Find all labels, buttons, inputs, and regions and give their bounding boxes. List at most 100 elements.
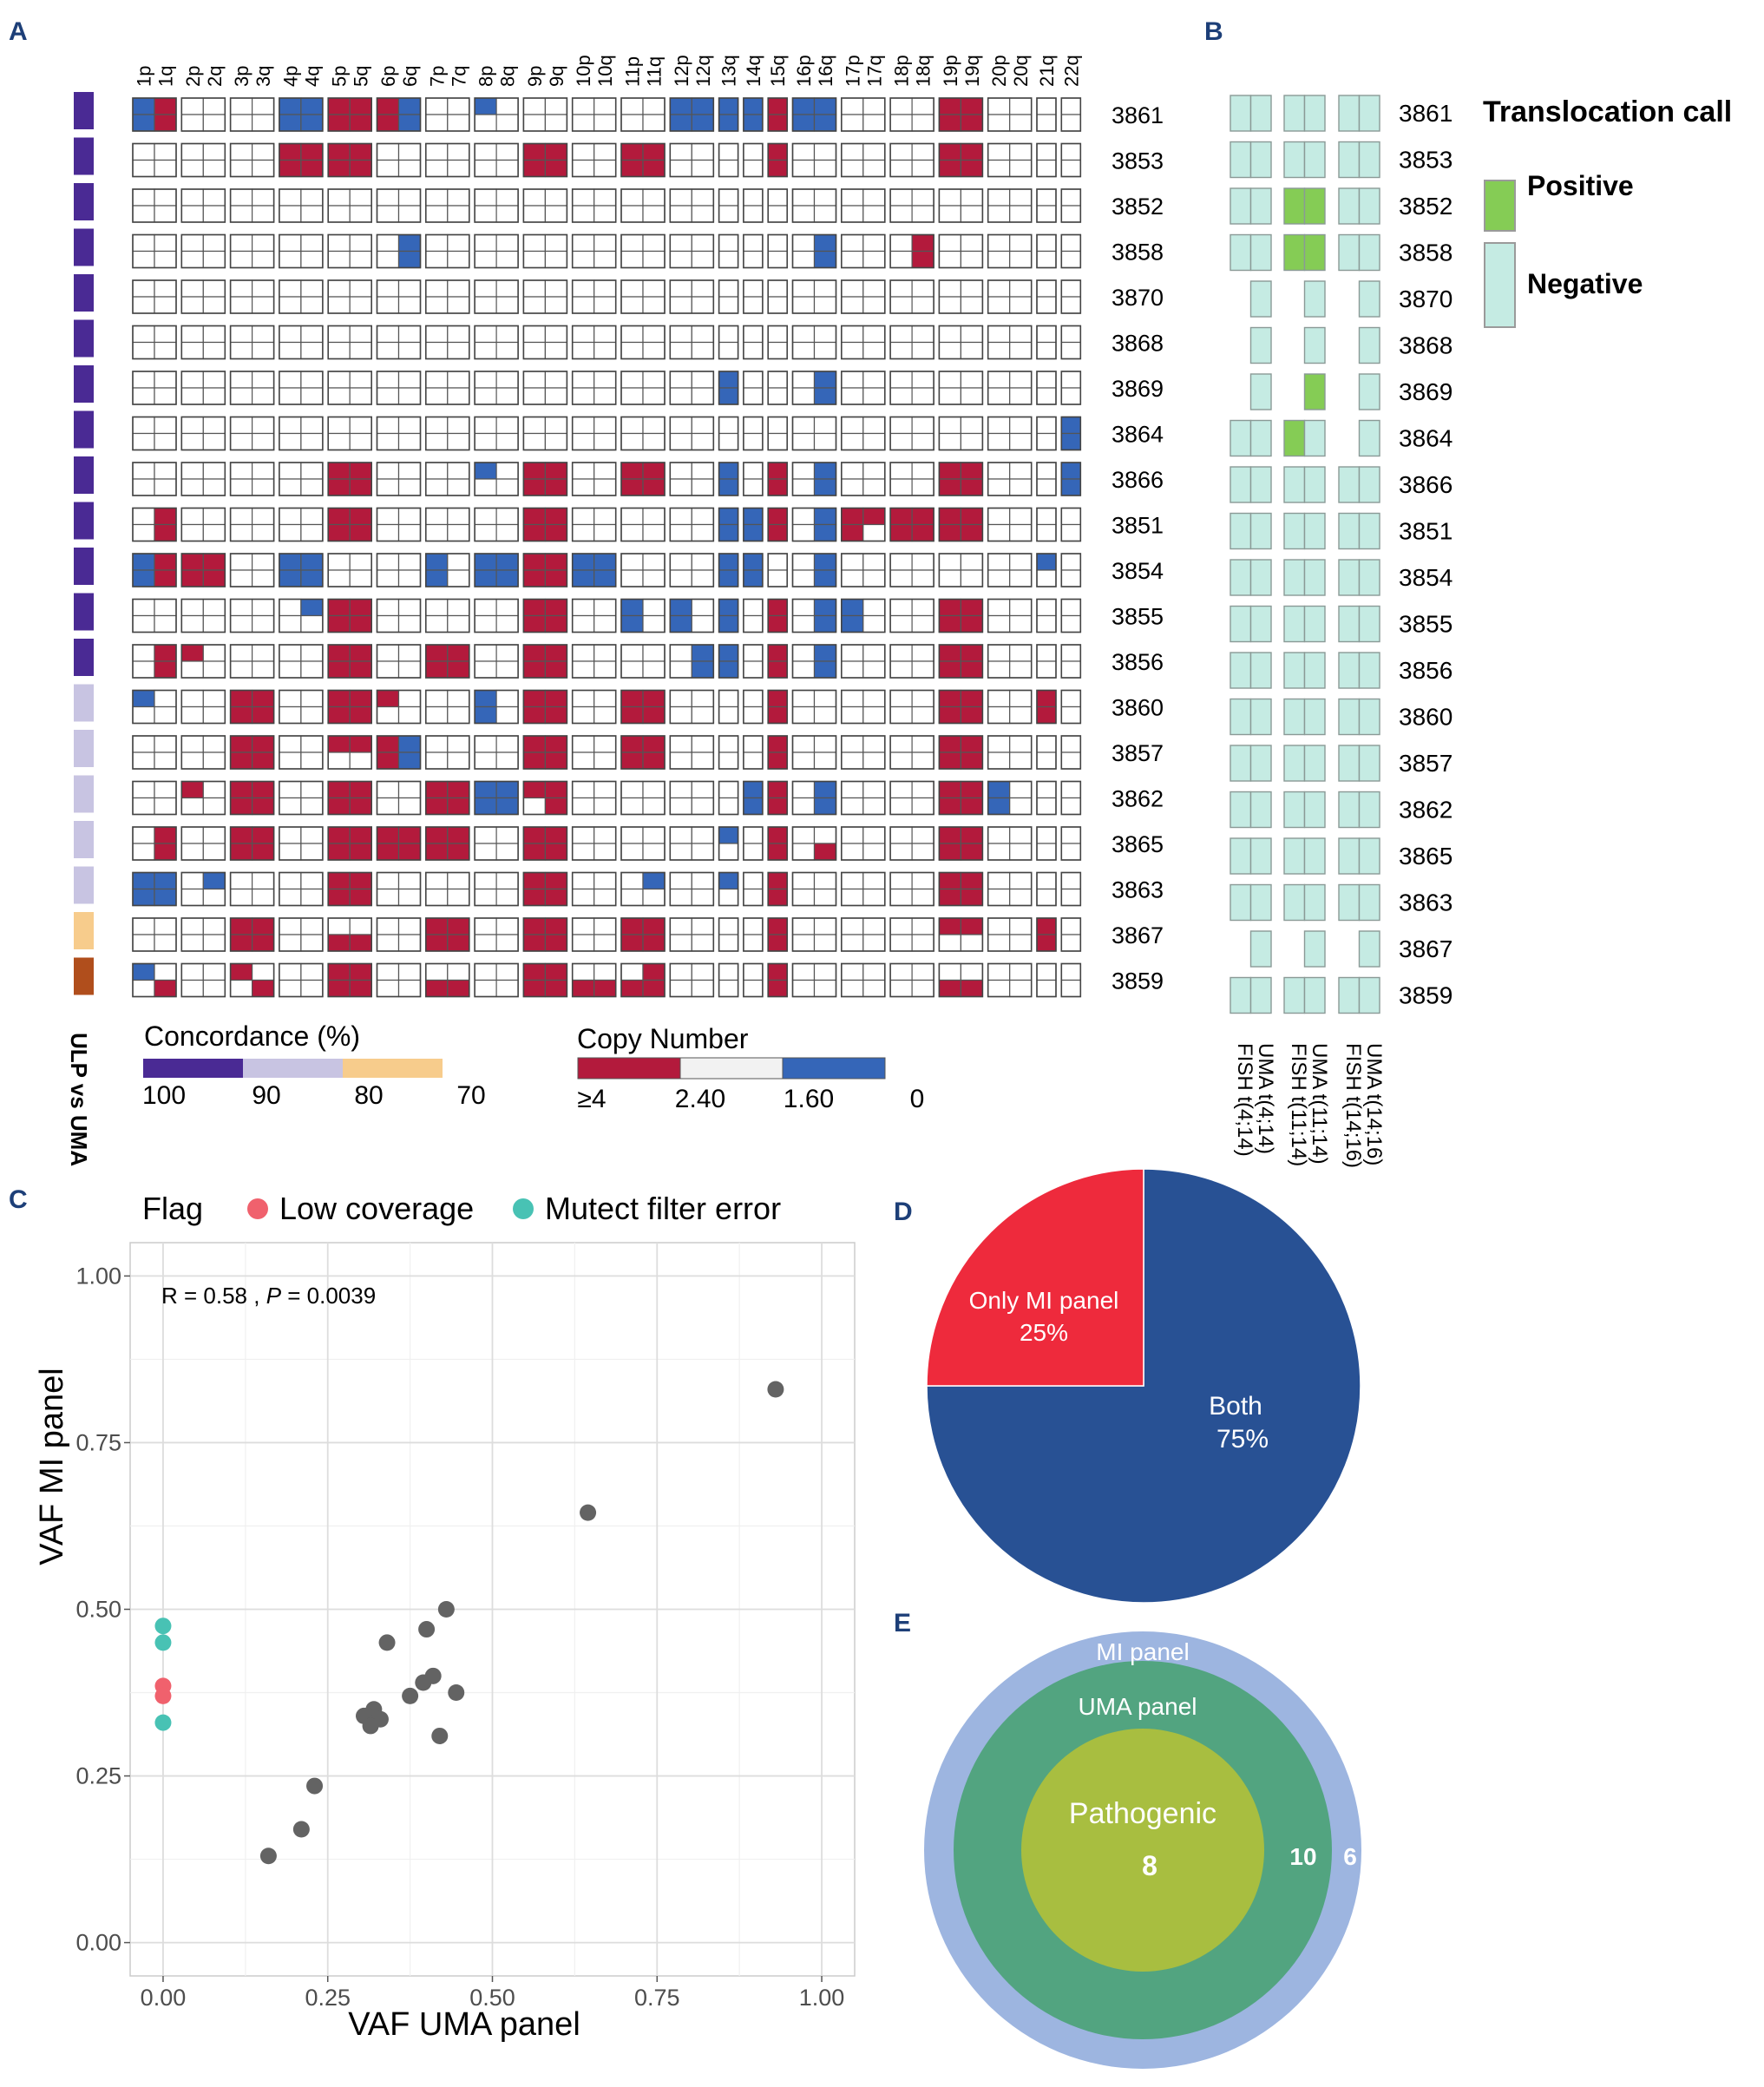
chromosome-box [327,97,373,132]
cn-cell-upper [349,507,372,526]
arm-label: 3p [231,66,252,87]
chromosome-box [791,553,837,587]
cn-cell-lower [593,205,617,223]
cn-cell-upper [376,325,400,344]
x-tick-label: 0.00 [141,1985,187,2011]
chromosome-box [376,371,422,405]
cn-cell-lower [889,888,913,907]
cn-cell-upper [425,462,449,480]
cn-cell-upper [327,962,351,981]
cn-cell-lower [1036,569,1057,587]
cn-cell-lower [1009,569,1033,587]
cn-cell-upper [767,553,788,571]
translocation-cell [1358,745,1380,782]
chromosome-box [424,689,470,725]
cn-cell-upper [791,871,816,890]
cn-cell-upper [572,962,595,981]
cn-cell-upper [544,142,568,161]
copy-number-tick: ≥4 [577,1085,606,1113]
cn-cell-upper [572,553,595,571]
cn-cell-lower [154,614,177,633]
concordance-legend-tick: 80 [354,1081,383,1110]
cn-cell-upper [327,325,351,344]
cn-cell-lower [642,888,666,907]
cn-cell-upper [349,871,372,890]
legend-label-mutect: Mutect filter error [545,1191,781,1226]
cn-cell-lower [642,523,666,542]
cn-cell-upper [474,871,497,890]
cn-cell-lower [642,205,666,223]
cn-cell-upper [202,507,226,526]
cn-cell-lower [862,205,886,223]
cn-cell-upper [447,371,470,389]
cn-cell-upper [987,416,1011,435]
cn-cell-upper [572,735,595,753]
pathogenic-circle [1021,1729,1264,1972]
legend-label-negative: Negative [1527,268,1643,299]
cn-cell-upper [522,188,547,207]
cn-cell-upper [397,780,422,799]
cn-cell-lower [938,387,962,405]
cn-cell-lower [718,478,739,496]
cn-cell-upper [132,416,155,435]
cn-cell-upper [791,371,816,389]
cn-cell-lower [397,478,422,496]
chromosome-box [743,735,764,770]
sample-label: 3851 [1112,513,1164,539]
cn-cell-lower [522,114,547,132]
cn-cell-lower [862,159,886,178]
cn-cell-upper [300,644,324,662]
cn-cell-upper [862,507,886,526]
cn-cell-lower [1060,751,1081,770]
cn-cell-upper [397,644,422,662]
chromosome-box [718,416,739,451]
cn-cell-lower [718,843,739,861]
cn-cell-upper [862,871,886,890]
cn-cell-lower [642,979,666,998]
cn-cell-lower [862,114,886,132]
legend-swatch-negative [1484,242,1516,328]
chromosome-box [767,325,789,360]
concordance-bar [74,639,94,676]
cn-cell-lower [252,979,275,998]
cn-cell-lower [230,478,253,496]
cn-cell-upper [691,371,714,389]
cn-cell-upper [718,507,739,526]
cn-cell-lower [474,432,497,451]
cn-cell-upper [642,279,666,298]
cn-cell-lower [960,888,984,907]
cn-cell-upper [791,188,816,207]
cn-cell-lower [447,432,470,451]
chromosome-box [938,462,984,496]
cn-cell-upper [327,188,351,207]
cn-cell-upper [743,735,764,753]
chromosome-box [840,279,886,314]
cn-cell-lower [279,797,302,816]
copy-number-swatch [577,1057,681,1080]
cn-cell-lower [1009,205,1033,223]
cn-cell-lower [300,523,324,542]
chromosome-box [987,553,1033,587]
chromosome-box [718,462,739,496]
cn-cell-lower [252,843,275,861]
chromosome-box [474,962,519,998]
cn-cell-lower [300,660,324,679]
chromosome-box [522,917,568,952]
cn-cell-upper [425,553,449,571]
cn-cell-lower [425,296,449,314]
cn-cell-lower [132,250,155,269]
chromosome-box [718,279,739,314]
cn-cell-lower [987,797,1011,816]
cn-cell-lower [132,341,155,360]
cn-cell-upper [279,507,302,526]
cn-cell-lower [349,296,372,314]
cn-cell-lower [154,797,177,816]
cn-cell-upper [691,507,714,526]
chromosome-box [620,826,666,861]
translocation-column-label: UMA t(11;14) [1308,1043,1331,1165]
cn-cell-upper [862,917,886,935]
chromosome-box [767,553,789,587]
cn-cell-lower [911,296,934,314]
cn-cell-upper [1036,689,1057,708]
chromosome-box [889,462,934,496]
